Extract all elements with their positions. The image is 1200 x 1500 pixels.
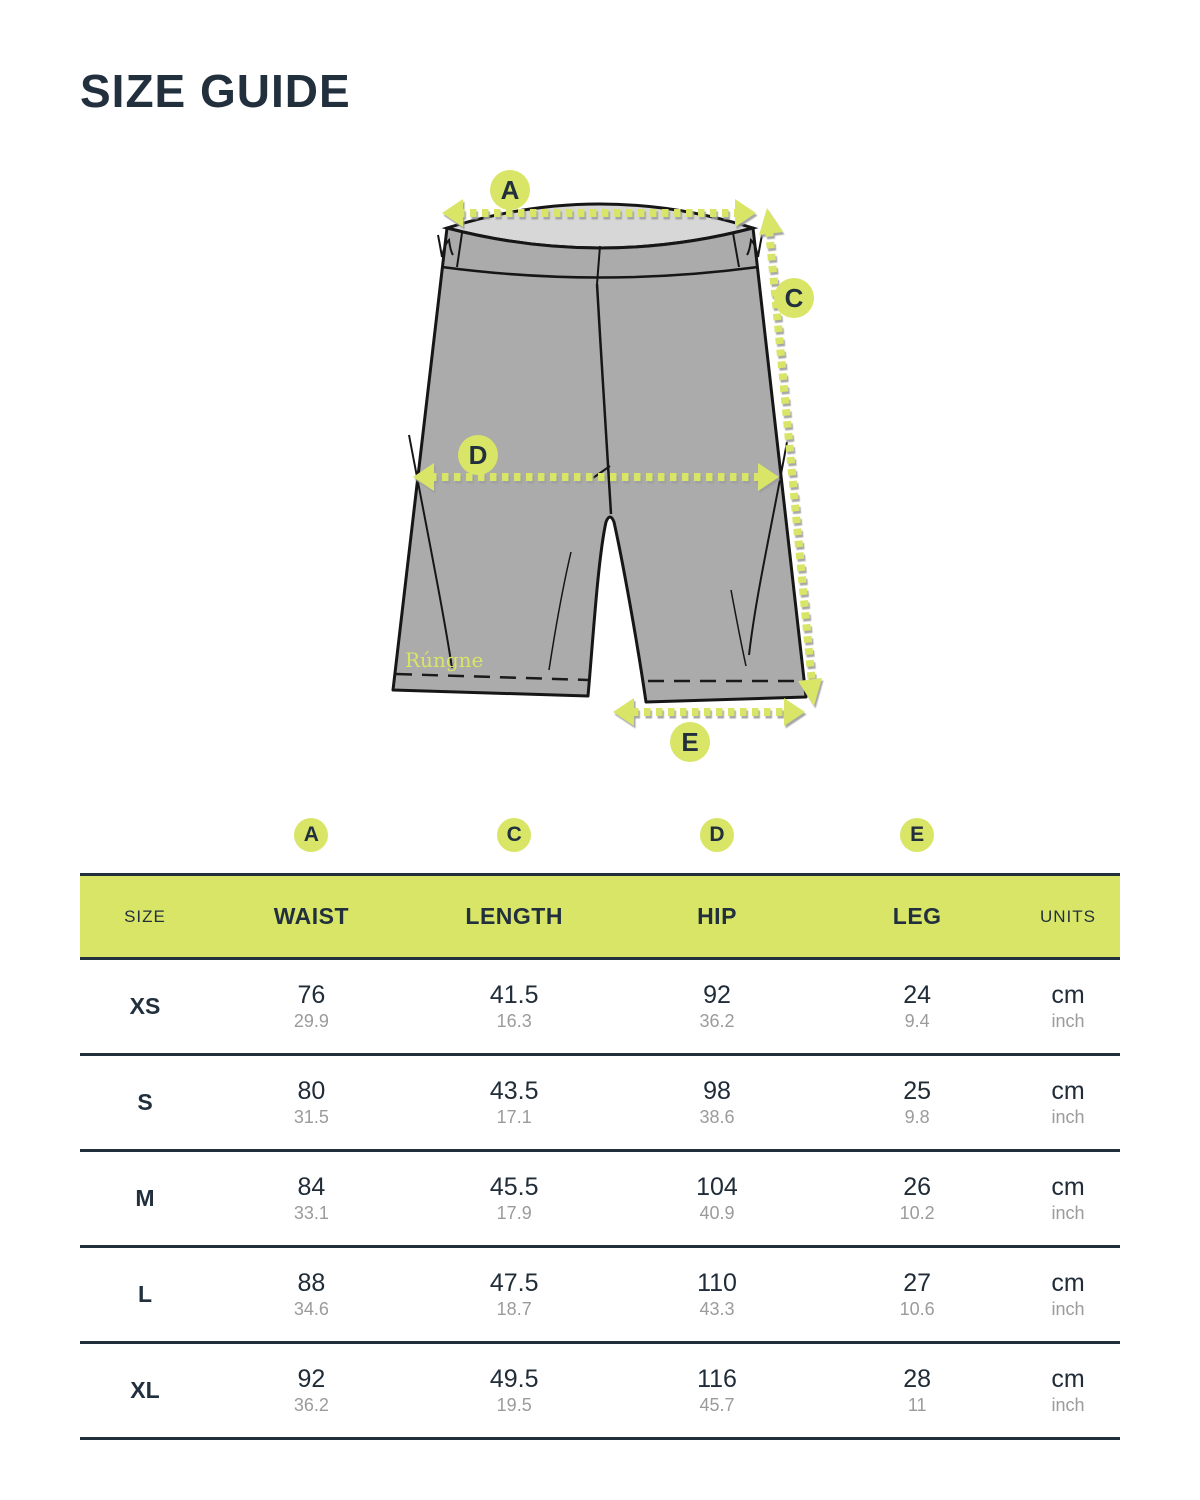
size-label: XL [130, 1377, 160, 1403]
length-cell: 45.5 17.9 [489, 1172, 539, 1224]
waistband-seam [441, 265, 759, 279]
shorts-illustration: Rúngne [391, 202, 808, 704]
waist-cell: 88 34.6 [293, 1268, 329, 1320]
size-label: S [137, 1089, 153, 1115]
measurement-line-waist-A [442, 199, 756, 227]
arrow-down-icon [798, 678, 822, 706]
length-cell: 47.5 18.7 [489, 1268, 539, 1320]
table-header-row: SIZE WAIST LENGTH HIP LEG UNITS [80, 873, 1120, 960]
badge-c-circle [774, 278, 814, 318]
header-length: LENGTH [465, 903, 563, 929]
shorts-diagram: Rúngne [391, 170, 822, 762]
header-leg: LEG [892, 903, 942, 929]
badge-a-letter: A [501, 175, 520, 205]
arrow-right-icon [784, 698, 805, 726]
header-hip: HIP [697, 903, 737, 929]
measurement-line-leg-E [613, 698, 805, 726]
size-table: SIZE WAIST LENGTH HIP LEG UNITS XS 76 29.… [80, 873, 1120, 1440]
table-row-xl: XL 92 36.2 49.5 19.5 116 45.7 28 11 cm inch [80, 1344, 1120, 1437]
arrow-left-icon [413, 463, 434, 491]
waist-cell: 76 29.9 [293, 980, 329, 1032]
measurement-line-hip-D [413, 463, 779, 491]
arrow-right-icon [758, 463, 779, 491]
units-cell: cm inch [1051, 1364, 1085, 1416]
waist-cell: 80 31.5 [293, 1076, 329, 1128]
center-seam-band [596, 245, 601, 285]
length-cell: 43.5 17.1 [489, 1076, 539, 1128]
diagram-badges: A C D E [458, 170, 814, 762]
size-label: L [137, 1281, 153, 1307]
units-cell: cm inch [1051, 1076, 1085, 1128]
table-row-l: L 88 34.6 47.5 18.7 110 43.3 27 10.6 cm inch [80, 1248, 1120, 1344]
table-row-m: M 84 33.1 45.5 17.9 104 40.9 26 10.2 cm inch [80, 1152, 1120, 1248]
header-waist: WAIST [273, 903, 350, 929]
hem-dash-left [395, 672, 589, 682]
brand-logo: Rúngne [405, 648, 483, 672]
leg-cell: 24 9.4 [903, 980, 932, 1032]
hip-cell: 110 43.3 [697, 1268, 737, 1320]
units-cell: cm inch [1051, 980, 1085, 1032]
arrow-right-icon [735, 199, 756, 227]
crease-left [548, 551, 572, 671]
header-units: UNITS [1039, 906, 1096, 926]
leg-cell: 28 11 [903, 1364, 932, 1416]
elastic-right [746, 234, 763, 258]
table-row-xs: XS 76 29.9 41.5 16.3 92 36.2 24 9.4 cm inch [80, 960, 1120, 1056]
badge-d-circle [458, 435, 498, 475]
hip-cell: 116 45.7 [697, 1364, 737, 1416]
column-badge-a: A [294, 818, 329, 852]
table-column-badges: A C D E [80, 818, 1120, 852]
page-title: SIZE GUIDE [80, 65, 351, 117]
arrow-up-icon [759, 208, 783, 235]
hip-cell: 92 36.2 [699, 980, 735, 1032]
leg-cell: 26 10.2 [899, 1172, 935, 1224]
fly-notch [592, 465, 611, 479]
pocket-curve-left [408, 434, 453, 669]
size-table-area: A C D E SIZE WAIST LENGTH HIP LEG UNITS … [80, 818, 1120, 1440]
leg-cell: 27 10.6 [899, 1268, 935, 1320]
badge-e-letter: E [681, 727, 698, 757]
arrow-left-icon [613, 698, 634, 726]
badge-d-letter: D [469, 440, 488, 470]
leg-cell: 25 9.8 [903, 1076, 932, 1128]
waist-cell: 92 36.2 [293, 1364, 329, 1416]
badge-e-circle [670, 722, 710, 762]
elastic-left [437, 234, 454, 258]
size-label: XS [129, 993, 161, 1019]
length-cell: 41.5 16.3 [489, 980, 539, 1032]
size-label: M [135, 1185, 155, 1211]
column-badge-e: E [900, 818, 935, 852]
arrow-left-icon [442, 199, 463, 227]
badge-c-letter: C [785, 283, 804, 313]
units-cell: cm inch [1051, 1172, 1085, 1224]
waistband-seam-right [732, 232, 740, 268]
table-row-s: S 80 31.5 43.5 17.1 98 38.6 25 9.8 cm inch [80, 1056, 1120, 1152]
column-badge-d: D [699, 818, 734, 852]
length-cell: 49.5 19.5 [489, 1364, 539, 1416]
header-size: SIZE [124, 906, 166, 926]
pocket-curve-right [748, 441, 788, 656]
waistband-seam-left [456, 232, 463, 268]
badge-a-circle [490, 170, 530, 210]
column-badge-c: C [497, 818, 532, 852]
crease-right [730, 589, 747, 667]
hip-cell: 98 38.6 [699, 1076, 735, 1128]
units-cell: cm inch [1051, 1268, 1085, 1320]
shorts-body [391, 226, 808, 704]
center-seam [595, 283, 613, 515]
hip-cell: 104 40.9 [696, 1172, 738, 1224]
waist-cell: 84 33.1 [293, 1172, 329, 1224]
